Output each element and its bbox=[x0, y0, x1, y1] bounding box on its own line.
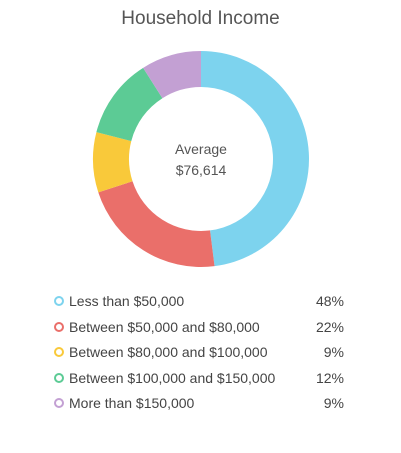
legend-marker-icon bbox=[54, 296, 64, 306]
chart-title: Household Income bbox=[121, 8, 280, 29]
legend-item[interactable]: Between $80,000 and $100,000 9% bbox=[52, 343, 348, 369]
donut-slice-3[interactable] bbox=[93, 132, 133, 193]
legend-item[interactable]: Between $100,000 and $150,000 12% bbox=[52, 369, 348, 395]
legend-label: Between $50,000 and $80,000 bbox=[69, 318, 260, 335]
donut-chart: Average $76,614 bbox=[91, 49, 311, 269]
legend-marker-icon bbox=[54, 321, 64, 332]
donut-slice-4[interactable] bbox=[96, 67, 163, 142]
legend-label: Between $80,000 and $100,000 bbox=[69, 344, 268, 360]
legend-marker-icon bbox=[54, 347, 64, 357]
legend-value: 12% bbox=[315, 369, 344, 386]
legend-marker-icon bbox=[54, 372, 64, 383]
legend-value: 9% bbox=[323, 344, 344, 360]
legend-value: 48% bbox=[315, 293, 344, 309]
donut-svg bbox=[93, 51, 309, 267]
legend-label: Less than $50,000 bbox=[69, 293, 185, 309]
legend-value: 9% bbox=[323, 395, 344, 411]
legend: Less than $50,000 48% Between $50,000 and … bbox=[52, 292, 348, 420]
donut-slice-5[interactable] bbox=[143, 51, 201, 99]
legend-value: 22% bbox=[315, 318, 344, 335]
legend-item[interactable]: Between $50,000 and $80,000 22% bbox=[52, 318, 348, 344]
legend-marker-icon bbox=[54, 398, 64, 408]
legend-item[interactable]: Less than $50,000 48% bbox=[52, 292, 348, 318]
donut-slice-2[interactable] bbox=[98, 181, 215, 267]
donut-slice-1[interactable] bbox=[201, 51, 309, 267]
center-value: $76,614 bbox=[175, 162, 227, 178]
center-label: Average bbox=[175, 141, 227, 157]
legend-label: More than $150,000 bbox=[69, 395, 195, 411]
legend-label: Between $100,000 and $150,000 bbox=[69, 369, 276, 386]
legend-item[interactable]: More than $150,000 9% bbox=[52, 394, 348, 420]
